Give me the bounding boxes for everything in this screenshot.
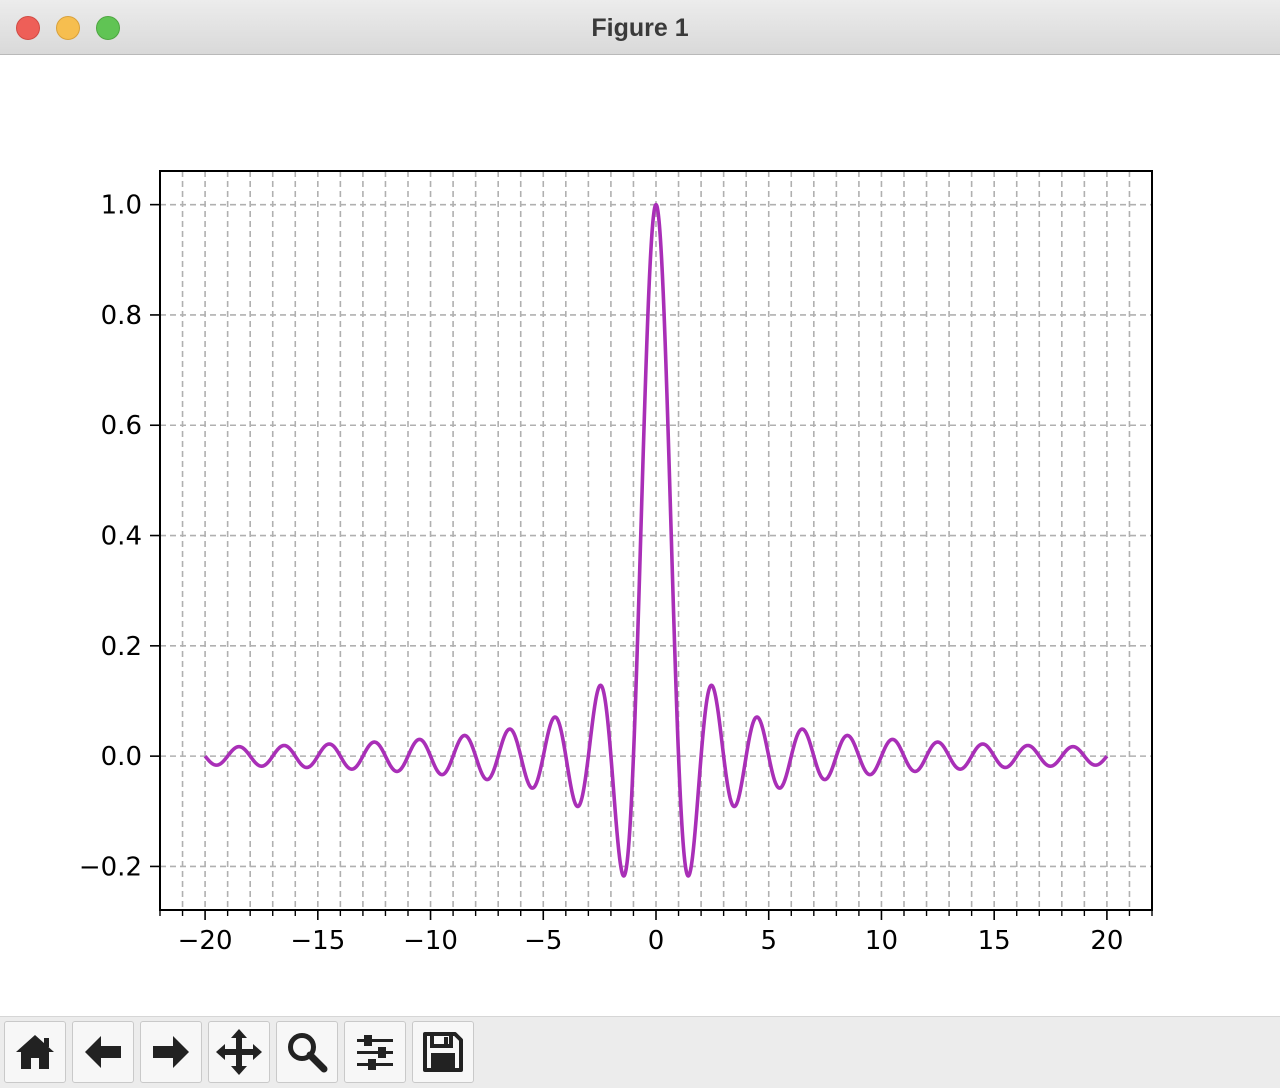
arrow-left-icon [85, 1036, 121, 1068]
y-tick-label: 0.2 [101, 632, 142, 662]
x-tick-label: 10 [865, 926, 898, 956]
y-tick-label: 0.8 [101, 301, 142, 331]
zoom-window-button[interactable] [96, 16, 120, 40]
configure-subplots-button[interactable] [344, 1021, 406, 1083]
navigation-toolbar [0, 1016, 1280, 1088]
back-button[interactable] [72, 1021, 134, 1083]
save-button[interactable] [412, 1021, 474, 1083]
axis-ticks: −20 −15 −10 −5 0 5 10 15 20 −0.2 0.0 0.2 0.4 0.6 0.8 1.… [79, 191, 1153, 956]
y-tick-label: 0.4 [101, 522, 142, 552]
x-tick-label: 5 [760, 926, 777, 956]
y-tick-label: 0.0 [101, 742, 142, 772]
close-window-button[interactable] [16, 16, 40, 40]
series-line [203, 202, 1109, 878]
forward-button[interactable] [140, 1021, 202, 1083]
y-tick-label: 1.0 [101, 191, 142, 221]
window-title: Figure 1 [591, 14, 689, 42]
figure-canvas[interactable]: −20 −15 −10 −5 0 5 10 15 20 −0.2 0.0 0.2 0.4 0.6 0.8 1.… [0, 56, 1280, 1014]
grid [159, 171, 1153, 910]
home-icon [16, 1035, 54, 1069]
sliders-icon [357, 1035, 393, 1070]
x-tick-label: 15 [978, 926, 1011, 956]
x-tick-label: 0 [648, 926, 665, 956]
x-tick-label: −15 [290, 926, 345, 956]
x-tick-label: −5 [524, 926, 562, 956]
home-button[interactable] [4, 1021, 66, 1083]
plot-lines [203, 202, 1109, 878]
move-icon [216, 1029, 262, 1075]
y-tick-label: −0.2 [79, 852, 142, 882]
floppy-disk-icon [423, 1032, 463, 1072]
zoom-button[interactable] [276, 1021, 338, 1083]
x-tick-label: −10 [403, 926, 458, 956]
y-tick-label: 0.6 [101, 411, 142, 441]
minimize-window-button[interactable] [56, 16, 80, 40]
x-tick-label: −20 [178, 926, 233, 956]
magnifier-icon [288, 1033, 328, 1073]
window-titlebar: Figure 1 [0, 0, 1280, 55]
arrow-right-icon [153, 1036, 189, 1068]
pan-button[interactable] [208, 1021, 270, 1083]
x-tick-label: 20 [1090, 926, 1123, 956]
